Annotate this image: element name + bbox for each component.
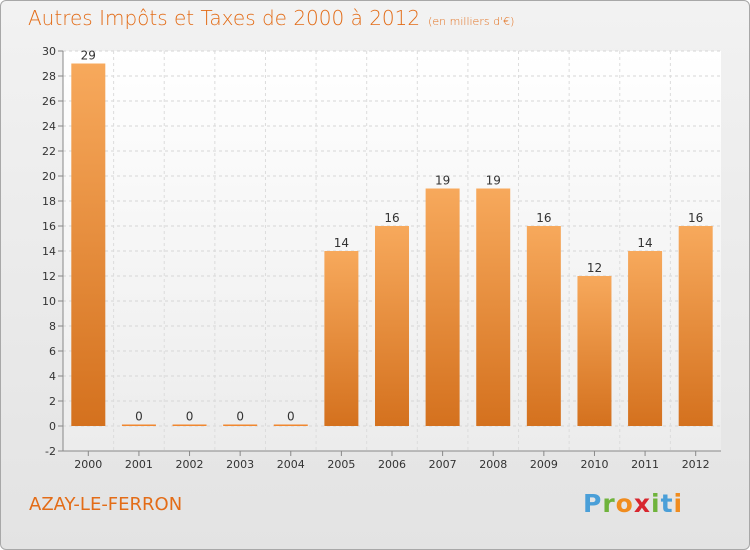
bar-value-label: 29 bbox=[81, 49, 96, 63]
bar bbox=[425, 188, 460, 426]
x-tick-label: 2011 bbox=[631, 458, 659, 471]
bar bbox=[223, 424, 258, 426]
bar bbox=[324, 251, 359, 426]
y-tick-label: 6 bbox=[49, 345, 56, 358]
x-tick-label: 2000 bbox=[74, 458, 102, 471]
logo-letter: i bbox=[651, 489, 661, 518]
x-tick-label: 2001 bbox=[125, 458, 153, 471]
y-tick-label: 16 bbox=[42, 220, 56, 233]
bar-value-label: 0 bbox=[287, 410, 295, 424]
bar bbox=[526, 226, 561, 426]
y-tick-label: 12 bbox=[42, 270, 56, 283]
bar-value-label: 19 bbox=[435, 174, 450, 188]
chart-subtitle: (en milliers d'€) bbox=[428, 15, 515, 28]
bar bbox=[172, 424, 207, 426]
x-tick-label: 2006 bbox=[378, 458, 406, 471]
bar-value-label: 16 bbox=[536, 211, 551, 225]
bar-value-label: 12 bbox=[587, 261, 602, 275]
x-tick-label: 2003 bbox=[226, 458, 254, 471]
y-tick-label: 24 bbox=[42, 120, 56, 133]
y-tick-label: 20 bbox=[42, 170, 56, 183]
logo-letter: i bbox=[673, 489, 684, 518]
logo-letter: t bbox=[660, 489, 674, 518]
bar bbox=[628, 251, 663, 426]
y-tick-label: 4 bbox=[49, 370, 56, 383]
x-tick-label: 2007 bbox=[429, 458, 457, 471]
bar bbox=[375, 226, 409, 426]
chart-title: Autres Impôts et Taxes de 2000 à 2012 (en… bbox=[28, 6, 514, 30]
bar bbox=[577, 276, 612, 426]
logo-letter: P bbox=[583, 489, 603, 518]
bar-value-label: 14 bbox=[637, 236, 652, 250]
bar bbox=[121, 424, 156, 426]
bar-value-label: 14 bbox=[334, 236, 349, 250]
y-tick-label: 26 bbox=[42, 95, 56, 108]
bar-value-label: 0 bbox=[135, 410, 143, 424]
y-tick-label: 30 bbox=[42, 45, 56, 58]
x-tick-label: 2010 bbox=[580, 458, 608, 471]
y-tick-label: 0 bbox=[49, 420, 56, 433]
logo-letter: x bbox=[633, 489, 651, 518]
bar bbox=[678, 226, 713, 426]
x-tick-label: 2004 bbox=[277, 458, 305, 471]
y-tick-label: 10 bbox=[42, 295, 56, 308]
title-text: Autres Impôts et Taxes de 2000 à 2012 bbox=[28, 6, 421, 30]
bar-value-label: 16 bbox=[384, 211, 399, 225]
y-tick-label: -2 bbox=[45, 445, 56, 458]
bar-value-label: 0 bbox=[236, 410, 244, 424]
bar-value-label: 19 bbox=[486, 174, 501, 188]
place-name: AZAY-LE-FERRON bbox=[29, 494, 183, 515]
logo-letter: o bbox=[615, 489, 634, 518]
x-tick-label: 2005 bbox=[327, 458, 355, 471]
y-tick-label: 22 bbox=[42, 145, 56, 158]
proxiti-logo: Proxiti bbox=[583, 489, 683, 518]
x-tick-label: 2009 bbox=[530, 458, 558, 471]
y-tick-label: 18 bbox=[42, 195, 56, 208]
bar bbox=[273, 424, 308, 426]
bar-value-label: 0 bbox=[186, 410, 194, 424]
logo-letter: r bbox=[602, 489, 616, 518]
bar-value-label: 16 bbox=[688, 211, 703, 225]
y-tick-label: 2 bbox=[49, 395, 56, 408]
x-tick-label: 2012 bbox=[682, 458, 710, 471]
bar bbox=[71, 63, 106, 426]
y-tick-label: 8 bbox=[49, 320, 56, 333]
x-tick-label: 2002 bbox=[176, 458, 204, 471]
y-tick-label: 28 bbox=[42, 70, 56, 83]
bar bbox=[476, 188, 511, 426]
x-tick-label: 2008 bbox=[479, 458, 507, 471]
y-tick-label: 14 bbox=[42, 245, 56, 258]
